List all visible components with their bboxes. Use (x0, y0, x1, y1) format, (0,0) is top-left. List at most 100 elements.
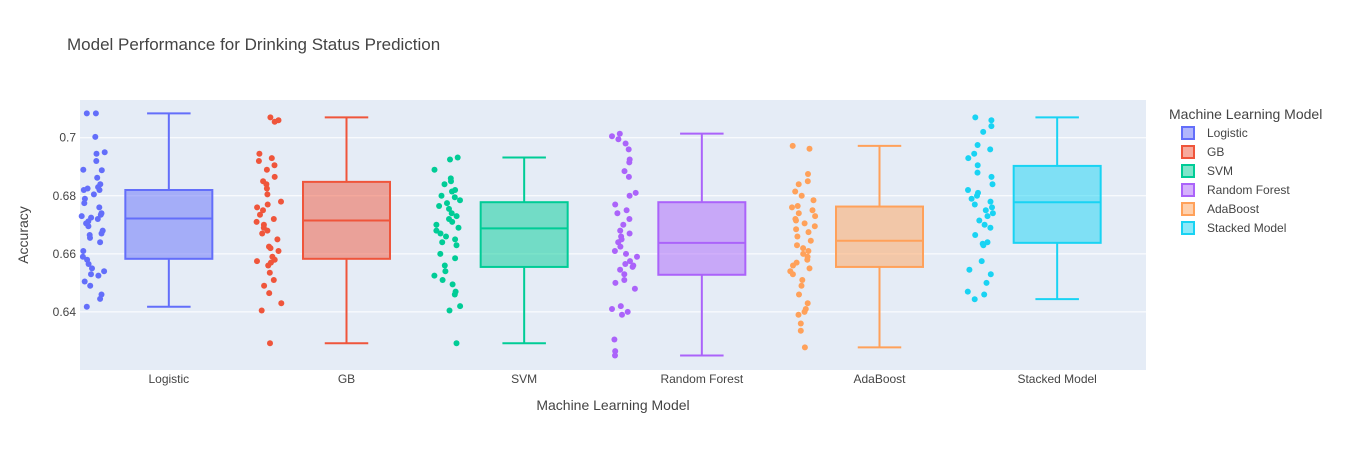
data-point (443, 233, 449, 240)
data-point (87, 234, 93, 241)
legend-item[interactable]: AdaBoost (1181, 202, 1260, 216)
data-point (631, 285, 638, 292)
legend-swatch (1181, 145, 1195, 159)
data-point (795, 311, 802, 318)
data-point (83, 110, 90, 117)
data-point (621, 271, 628, 278)
data-point (616, 130, 623, 137)
iqr-box (657, 201, 747, 276)
data-point (92, 110, 99, 117)
data-point (446, 307, 453, 314)
data-point (256, 150, 263, 157)
y-tick-label: 0.64 (53, 305, 77, 319)
data-point (98, 230, 105, 237)
data-point (804, 178, 811, 185)
legend-item[interactable]: GB (1181, 145, 1224, 159)
data-point (789, 271, 796, 278)
legend-swatch (1181, 164, 1195, 178)
data-point (971, 150, 978, 157)
data-point (431, 272, 438, 279)
data-point (270, 277, 277, 283)
data-point (98, 167, 105, 174)
data-point (987, 271, 994, 278)
data-point (612, 352, 618, 359)
legend-item[interactable]: SVM (1181, 164, 1233, 178)
legend-swatch (1181, 126, 1195, 140)
data-point (275, 248, 282, 254)
data-point (794, 233, 801, 240)
data-point (974, 162, 981, 169)
data-point (800, 250, 807, 257)
data-point (453, 213, 460, 220)
data-point (268, 155, 275, 162)
data-point (612, 279, 619, 286)
data-point (804, 256, 811, 263)
legend-item[interactable]: Random Forest (1181, 183, 1290, 197)
x-tick-label: Random Forest (660, 372, 743, 386)
data-point (271, 173, 278, 180)
data-point (278, 198, 284, 205)
data-point (965, 155, 972, 162)
data-point (89, 265, 95, 272)
data-point (964, 288, 971, 295)
data-point (621, 277, 628, 283)
data-point (611, 248, 618, 254)
data-point (988, 123, 995, 130)
data-point (621, 168, 628, 175)
data-point (971, 296, 978, 303)
data-point (805, 229, 812, 236)
data-point (806, 265, 813, 272)
box-random-forest (657, 132, 747, 357)
iqr-box (124, 189, 214, 260)
data-point (972, 232, 979, 238)
data-point (789, 142, 796, 149)
data-point (93, 158, 100, 164)
data-point (254, 204, 261, 211)
box-gb (302, 116, 391, 345)
data-point (439, 277, 446, 283)
data-point (263, 166, 270, 173)
data-point (88, 271, 94, 278)
data-point (431, 166, 438, 173)
data-point (81, 278, 88, 285)
points-layer (78, 110, 996, 359)
data-point (801, 220, 808, 227)
data-point (629, 263, 636, 270)
legend-label: Random Forest (1207, 183, 1290, 197)
data-point (446, 205, 452, 212)
x-tick-label: Logistic (148, 372, 189, 386)
data-point (619, 311, 625, 318)
data-point (96, 204, 103, 211)
data-point (101, 268, 108, 275)
data-point (452, 255, 459, 262)
y-tick-labels: 0.64 0.66 0.68 0.7 (53, 131, 77, 319)
legend-item[interactable]: Stacked Model (1181, 221, 1286, 235)
data-point (267, 245, 274, 252)
iqr-box (1012, 164, 1102, 244)
data-point (452, 236, 459, 243)
box-logistic (124, 112, 214, 308)
data-point (439, 239, 446, 246)
data-point (259, 230, 266, 237)
data-point (612, 201, 619, 208)
data-point (805, 248, 812, 254)
data-point (267, 114, 274, 121)
data-point (980, 128, 987, 135)
data-point (254, 258, 260, 265)
data-point (90, 191, 97, 198)
legend-item[interactable]: Logistic (1181, 126, 1248, 140)
data-point (974, 192, 980, 199)
data-point (626, 192, 633, 199)
data-point (94, 174, 101, 181)
data-point (265, 262, 272, 269)
data-point (614, 210, 621, 217)
data-point (85, 223, 92, 230)
data-point (790, 262, 796, 269)
data-point (617, 266, 624, 273)
legend-label: AdaBoost (1207, 202, 1260, 216)
data-point (620, 221, 627, 228)
y-axis-label: Accuracy (15, 206, 31, 264)
data-point (278, 300, 285, 307)
data-point (622, 261, 629, 267)
